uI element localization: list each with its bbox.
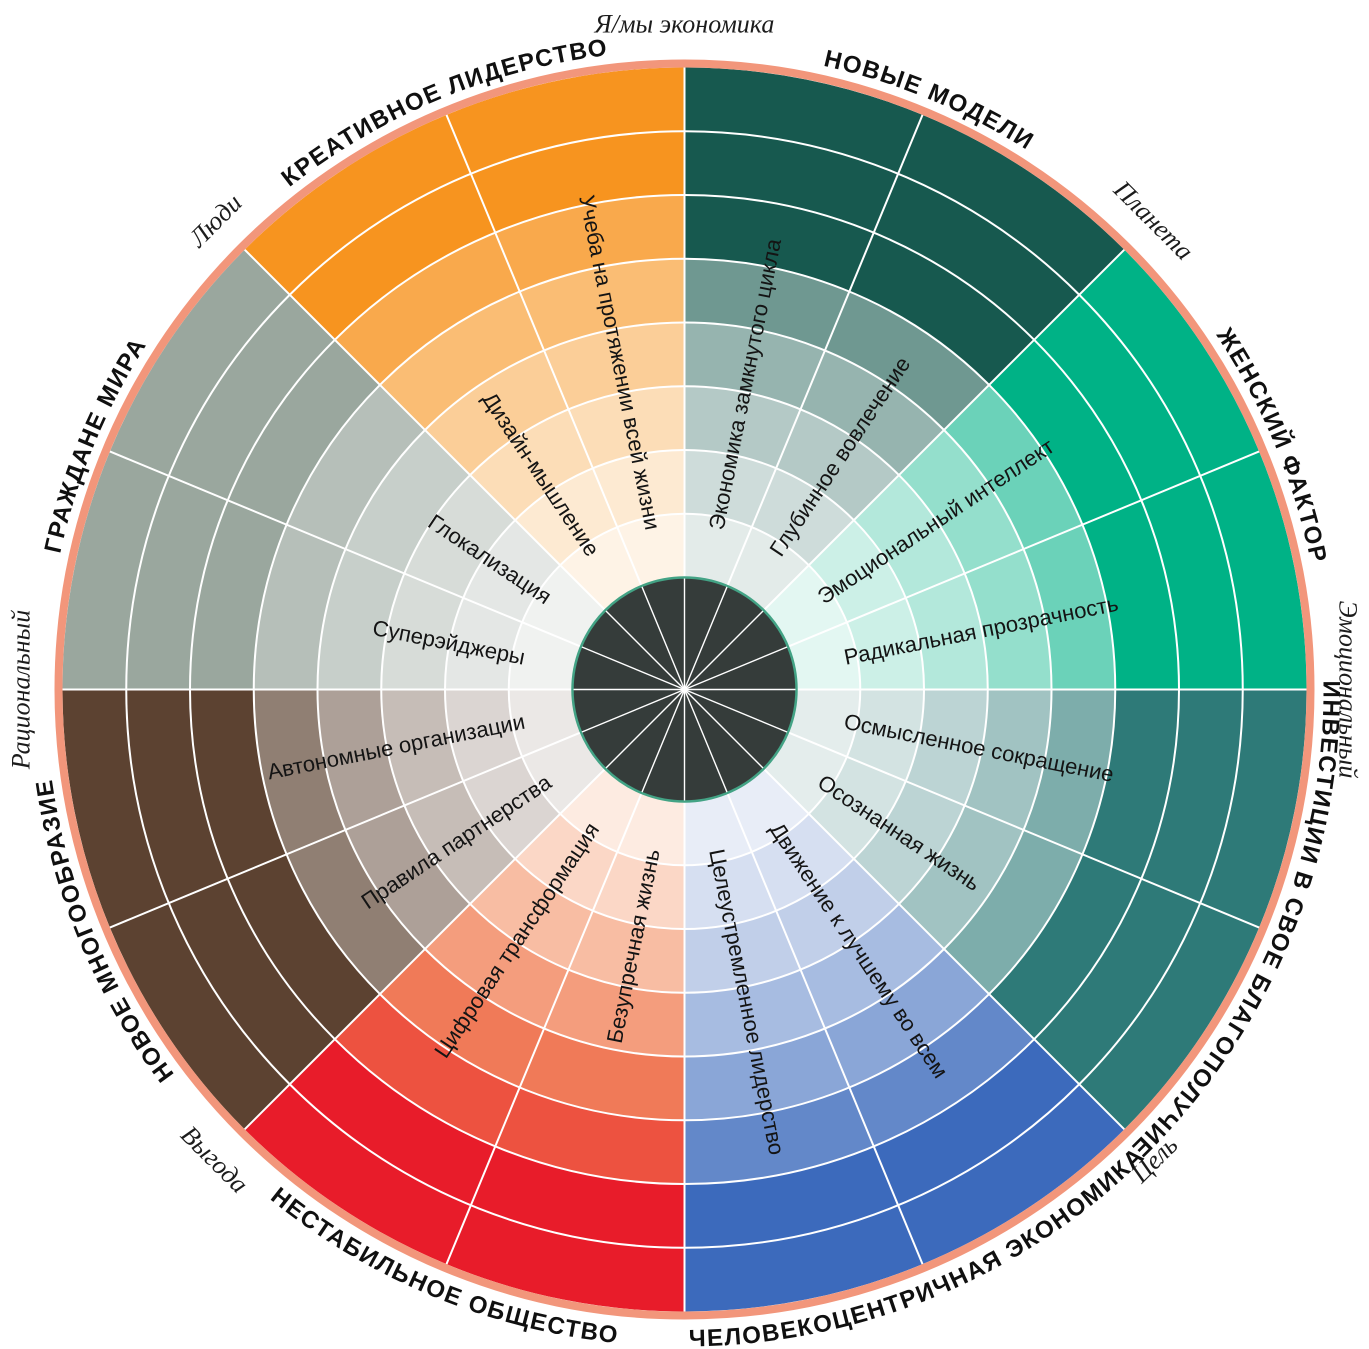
spoke-divider	[726, 114, 924, 587]
hub-spoke-line	[641, 689, 686, 793]
sector-7-ring-5	[334, 195, 685, 385]
sector-4-ring-2	[470, 858, 685, 993]
sector-5-ring-3	[317, 689, 471, 950]
sector-4-ring-0	[560, 768, 685, 866]
sector-2-ring-4	[944, 689, 1116, 995]
sector-1-ring-5	[989, 339, 1179, 690]
sector-5-ring-0	[508, 689, 606, 814]
sector-3-ring-2	[684, 858, 899, 993]
hub-spoke-line	[641, 586, 686, 690]
sector-2-ring-1	[808, 689, 924, 859]
sector-4-ring-5	[334, 994, 685, 1184]
sector-1-ring-2	[853, 475, 988, 690]
sector-4-ring-3	[424, 903, 685, 1057]
outer-ring	[54, 59, 1315, 1320]
sector-1-ring-1	[808, 520, 924, 690]
sector-4-ring-4	[379, 949, 685, 1121]
sector-5-ring-5	[190, 689, 380, 1040]
sector-6-ring-2	[381, 475, 516, 690]
sector-2-ring-3	[898, 689, 1052, 950]
hub-spoke-line	[684, 689, 764, 769]
hub-spoke-line	[683, 586, 728, 690]
sector-0-ring-3	[684, 322, 945, 476]
sector-4-ring-1	[515, 813, 685, 929]
hub-spoke-line	[605, 610, 685, 690]
sector-6-ring-3	[317, 429, 471, 690]
sector-3-ring-0	[684, 768, 809, 866]
sector-0-ring-1	[684, 450, 854, 566]
axis-label: Я/мы экономика	[594, 10, 775, 39]
spoke-divider	[109, 731, 582, 929]
hub-spoke-line	[581, 688, 685, 733]
sector-3-ring-5	[684, 994, 1035, 1184]
sector-0-ring-0	[684, 513, 809, 611]
hub-spoke-line	[684, 646, 788, 691]
axis-label: Люди	[182, 188, 247, 253]
sector-1-ring-0	[763, 565, 861, 690]
spoke-divider	[787, 450, 1260, 648]
sector-5-ring-1	[445, 689, 561, 859]
sector-2-ring-5	[989, 689, 1179, 1040]
sector-2-ring-2	[853, 689, 988, 904]
axis-label: Рациональный	[7, 610, 36, 770]
sector-0-ring-2	[684, 386, 899, 521]
sector-7-ring-0	[560, 513, 685, 611]
sector-7-ring-2	[470, 386, 685, 521]
hub-spoke-line	[684, 688, 788, 733]
hub-spoke-line	[581, 646, 685, 691]
sector-3-ring-3	[684, 903, 945, 1057]
sector-7-ring-3	[424, 322, 685, 476]
sector-0-ring-5	[684, 195, 1035, 385]
spoke-divider	[243, 248, 607, 612]
spoke-divider	[762, 767, 1126, 1131]
spoke-divider	[243, 767, 607, 1131]
sector-3-ring-1	[684, 813, 854, 929]
hub-spoke-line	[684, 610, 764, 690]
sector-5-ring-4	[253, 689, 425, 995]
sector-0-ring-4	[684, 258, 990, 430]
spoke-divider	[109, 450, 582, 648]
sector-7-ring-4	[379, 258, 685, 430]
hub-spoke-line	[605, 689, 685, 769]
axis-label: Эмоциональный	[1333, 601, 1362, 779]
hub-spoke-line	[683, 689, 728, 793]
sector-3-ring-4	[684, 949, 990, 1121]
spoke-divider	[787, 731, 1260, 929]
sector-1-ring-3	[898, 429, 1052, 690]
sector-2-ring-0	[763, 689, 861, 814]
sector-6-ring-0	[508, 565, 606, 690]
sector-5-ring-2	[381, 689, 516, 904]
sector-1-ring-4	[944, 384, 1116, 690]
sector-7-ring-1	[515, 450, 685, 566]
spoke-divider	[762, 248, 1126, 612]
spoke-divider	[726, 792, 924, 1265]
spoke-divider	[445, 114, 643, 587]
spoke-divider	[445, 792, 643, 1265]
sector-6-ring-5	[190, 339, 380, 690]
sector-6-ring-1	[445, 520, 561, 690]
sector-6-ring-4	[253, 384, 425, 690]
